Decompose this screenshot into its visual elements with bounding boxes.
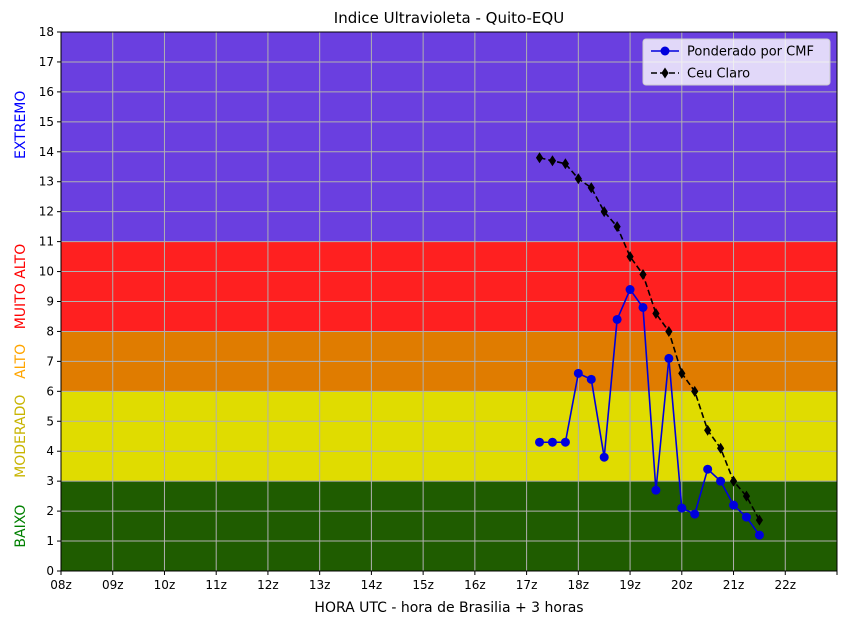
x-axis-label: HORA UTC - hora de Brasilia + 3 horas <box>314 600 583 616</box>
x-tick-label: 09z <box>102 578 124 592</box>
data-point <box>742 490 751 502</box>
x-tick-label: 11z <box>205 578 227 592</box>
y-tick-label: 7 <box>46 354 54 368</box>
band-labels: BAIXO MODERADO ALTO MUITO ALTO EXTREMO <box>13 91 29 548</box>
uv-bands <box>61 32 837 571</box>
y-tick-label: 6 <box>46 384 54 398</box>
legend-marker <box>661 67 669 79</box>
data-point <box>561 158 569 170</box>
x-tick-label: 08z <box>50 578 72 592</box>
x-tick-label: 14z <box>361 578 383 592</box>
data-point <box>717 442 725 454</box>
band-label-extremo: EXTREMO <box>13 91 29 159</box>
series <box>535 152 764 540</box>
y-tick-label: 8 <box>46 324 54 338</box>
series-ceu-claro <box>535 152 763 526</box>
legend-box <box>642 38 831 86</box>
data-point <box>664 353 674 363</box>
data-point <box>716 476 726 486</box>
x-tick-label: 19z <box>619 578 641 592</box>
band-label-muito-alto: MUITO ALTO <box>13 244 29 330</box>
band-label-alto: ALTO <box>13 344 29 379</box>
chart-title: Indice Ultravioleta - Quito-EQU <box>334 9 564 27</box>
y-tick-label: 1 <box>46 534 54 548</box>
x-tick-label: 17z <box>516 578 538 592</box>
y-tick-label: 5 <box>46 414 54 428</box>
band-muito-alto <box>61 241 837 332</box>
data-point <box>612 314 622 324</box>
data-point <box>574 173 582 185</box>
x-tick-label: 13z <box>309 578 331 592</box>
x-tick-label: 15z <box>412 578 434 592</box>
data-point <box>755 514 763 526</box>
data-point <box>665 325 673 337</box>
y-tick-label: 11 <box>39 235 54 249</box>
band-label-baixo: BAIXO <box>13 505 29 548</box>
y-tick-label: 18 <box>39 25 54 39</box>
band-moderado <box>61 391 837 482</box>
data-point <box>639 269 647 281</box>
y-tick-label: 17 <box>39 55 54 69</box>
y-tick-label: 2 <box>46 504 54 518</box>
x-tick-label: 21z <box>723 578 745 592</box>
y-tick-label: 4 <box>46 444 54 458</box>
data-point <box>535 152 544 164</box>
data-point <box>625 285 635 295</box>
band-baixo <box>61 481 837 571</box>
legend: Ponderado por CMF Ceu Claro <box>642 38 831 86</box>
data-point <box>678 367 686 379</box>
data-point <box>690 509 700 519</box>
data-point <box>729 475 738 487</box>
x-tick-label: 10z <box>154 578 176 592</box>
data-point <box>703 464 713 474</box>
data-point <box>599 452 609 462</box>
x-tick-label: 18z <box>568 578 590 592</box>
data-point <box>613 221 621 233</box>
series-line <box>539 287 761 536</box>
series-ponderado-por-cmf <box>535 285 764 540</box>
y-tick-label: 13 <box>39 175 54 189</box>
x-tick-label: 22z <box>774 578 796 592</box>
data-point <box>600 206 608 218</box>
legend-label: Ceu Claro <box>687 67 750 82</box>
data-point <box>535 437 545 447</box>
y-tick-label: 14 <box>39 145 54 159</box>
x-tick-label: 20z <box>671 578 693 592</box>
y-tick-label: 3 <box>46 474 54 488</box>
data-point <box>573 368 583 378</box>
data-point <box>548 155 557 167</box>
band-label-moderado: MODERADO <box>13 395 29 478</box>
legend-label: Ponderado por CMF <box>687 45 814 60</box>
data-point <box>754 530 764 540</box>
y-tick-label: 0 <box>46 564 54 578</box>
y-tick-label: 15 <box>39 115 54 129</box>
x-axis: 08z 09z 10z 11z 12z 13z 14z 15z 16z 17z 18z 19z 20z 2… <box>50 571 838 592</box>
data-point <box>741 512 751 522</box>
y-tick-label: 12 <box>39 205 54 219</box>
y-tick-label: 10 <box>39 265 54 279</box>
data-point <box>560 437 570 447</box>
data-point <box>587 182 595 194</box>
legend-marker <box>660 46 670 56</box>
data-point <box>626 251 634 263</box>
data-point <box>691 385 699 397</box>
data-point <box>651 485 661 495</box>
data-point <box>586 374 596 384</box>
data-point <box>729 500 739 510</box>
series-line <box>539 156 761 521</box>
data-point <box>652 307 660 319</box>
x-tick-label: 16z <box>464 578 486 592</box>
x-tick-label: 12z <box>257 578 279 592</box>
data-point <box>704 424 712 436</box>
data-point <box>677 503 687 513</box>
y-tick-label: 16 <box>39 85 54 99</box>
y-tick-label: 9 <box>46 295 54 309</box>
data-point <box>638 302 648 312</box>
data-point <box>547 437 557 447</box>
